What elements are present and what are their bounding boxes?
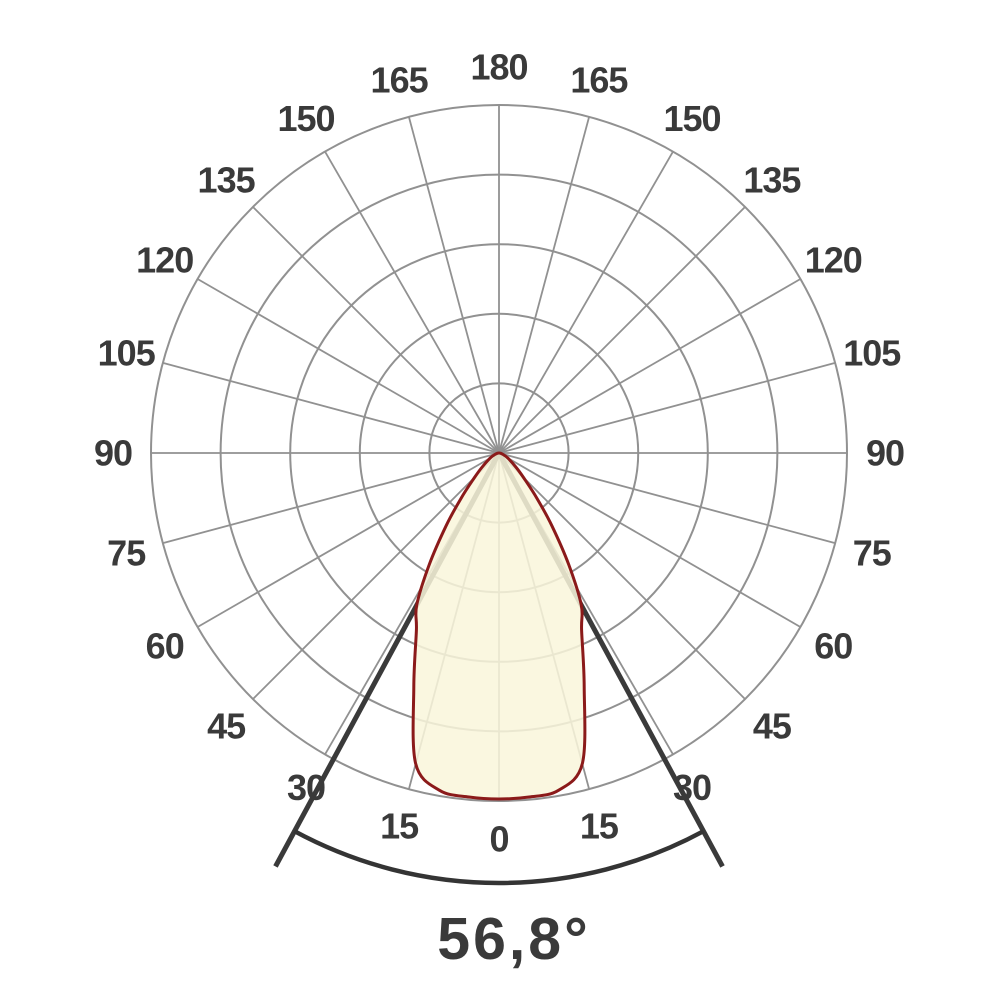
angle-label-15-right: 15 (580, 805, 619, 846)
grid-spoke (498, 452, 801, 628)
grid-spoke (498, 362, 836, 454)
grid-spoke (498, 452, 746, 700)
angle-label-150-left: 150 (277, 98, 334, 139)
grid-spoke (252, 452, 500, 700)
grid-spoke (498, 206, 746, 454)
angle-label-120-right: 120 (805, 240, 862, 281)
grid-spoke (197, 278, 500, 454)
angle-label-180: 180 (470, 47, 527, 88)
angle-label-165-right: 165 (570, 60, 628, 101)
grid-spoke (498, 151, 674, 454)
grid-spoke (498, 278, 801, 454)
angle-label-15-left: 15 (380, 805, 419, 846)
angle-label-90-left: 90 (94, 433, 132, 474)
angle-label-150-right: 150 (663, 98, 720, 139)
grid-spoke (252, 206, 500, 454)
grid-spoke (162, 362, 500, 454)
grid-spoke (498, 452, 836, 544)
angle-label-75-right: 75 (853, 532, 892, 573)
angle-label-30-right: 30 (673, 767, 711, 808)
angle-label-75-left: 75 (107, 532, 146, 573)
beam-angle-value: 56,8° (437, 906, 591, 972)
intensity-lobe-outline (411, 451, 587, 801)
angle-label-90-right: 90 (866, 433, 904, 474)
angle-label-105-right: 105 (843, 333, 901, 374)
angle-label-135-right: 135 (743, 160, 801, 201)
angle-label-120-left: 120 (136, 240, 193, 281)
angle-label-165-left: 165 (371, 60, 429, 101)
angle-label-60-right: 60 (814, 626, 852, 667)
angle-label-60-left: 60 (146, 626, 184, 667)
grid-spoke (324, 151, 500, 454)
angle-label-45-left: 45 (207, 705, 246, 746)
angle-label-30-left: 30 (287, 767, 325, 808)
grid-spoke (498, 116, 590, 454)
angle-label-45-right: 45 (753, 705, 792, 746)
beam-angle-arc (293, 829, 705, 886)
angle-label-135-left: 135 (198, 160, 256, 201)
grid-spoke (408, 116, 500, 454)
intensity-lobe-fill (413, 453, 585, 799)
angle-label-0: 0 (489, 819, 508, 860)
grid-spoke (162, 452, 500, 544)
angle-label-105-left: 105 (98, 333, 156, 374)
grid-spoke (197, 452, 500, 628)
